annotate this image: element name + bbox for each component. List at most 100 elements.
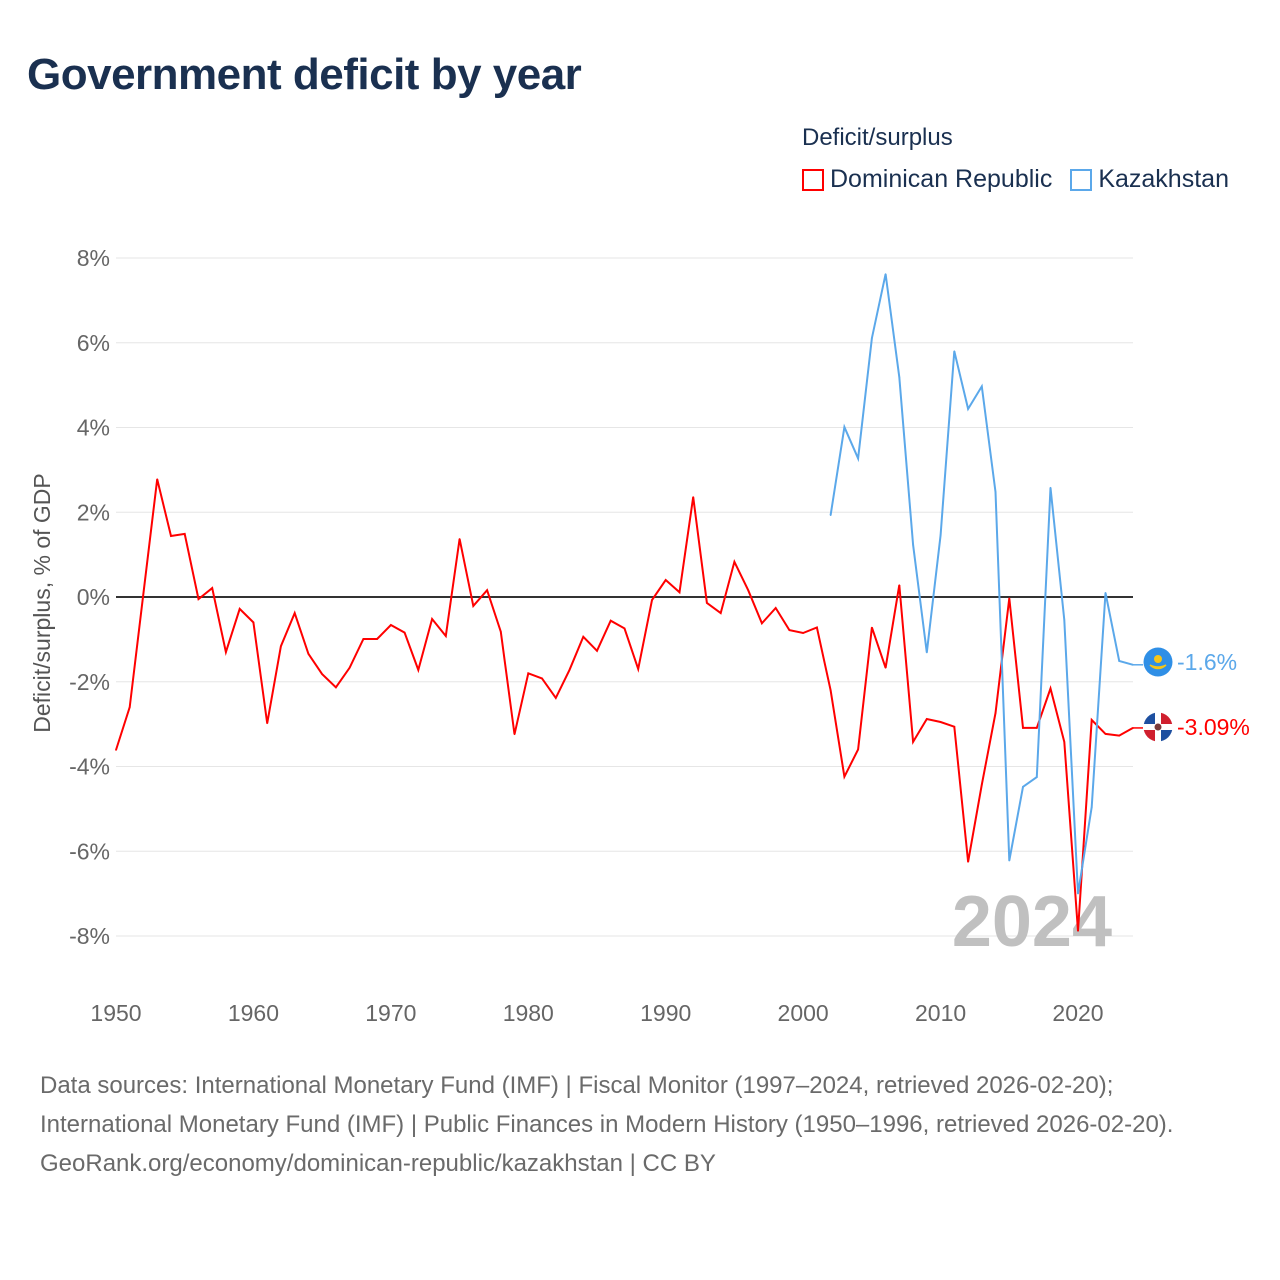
data-point-dominican-republic <box>637 668 640 670</box>
data-point-dominican-republic <box>527 672 530 675</box>
data-point-dominican-republic <box>829 689 832 692</box>
data-point-dominican-republic <box>238 608 241 610</box>
data-point-dominican-republic <box>266 722 268 725</box>
data-point-kazakhstan <box>871 337 873 339</box>
x-tick-label: 2010 <box>915 1000 966 1026</box>
legend-swatch <box>1070 168 1093 191</box>
legend-title: Deficit/surplus <box>802 124 953 151</box>
data-point-dominican-republic <box>967 861 969 863</box>
data-point-dominican-republic <box>898 584 901 586</box>
data-point-dominican-republic <box>225 651 227 653</box>
data-point-dominican-republic <box>390 624 392 626</box>
dominican-republic-flag-icon <box>1143 712 1173 742</box>
data-point-kazakhstan <box>926 651 928 654</box>
data-point-kazakhstan <box>1118 660 1121 662</box>
data-point-kazakhstan <box>884 273 887 275</box>
y-tick-label: -2% <box>69 669 110 695</box>
data-point-dominican-republic <box>554 697 557 699</box>
data-point-dominican-republic <box>774 607 777 609</box>
data-point-kazakhstan <box>939 534 942 536</box>
y-tick-label: -4% <box>69 754 110 780</box>
y-tick-label: -8% <box>69 923 110 949</box>
data-point-dominican-republic <box>1008 597 1011 600</box>
data-point-dominican-republic <box>376 638 378 640</box>
data-point-kazakhstan <box>912 544 914 546</box>
data-point-dominican-republic <box>706 602 708 604</box>
y-axis-label: Deficit/surplus, % of GDP <box>29 473 55 732</box>
data-point-dominican-republic <box>609 619 612 622</box>
data-point-kazakhstan <box>1132 664 1134 666</box>
data-point-dominican-republic <box>293 612 296 614</box>
legend-item-kazakhstan[interactable]: Kazakhstan <box>1070 165 1229 194</box>
credit-link[interactable]: GeoRank.org/economy/dominican-republic/k… <box>40 1150 716 1177</box>
data-point-dominican-republic <box>623 627 626 630</box>
line-chart: 8% 6% 4% 2% 0% -2% -4% -6% -8% 1950 1960 1970 1980 19… <box>29 245 1250 1026</box>
data-point-kazakhstan <box>1049 486 1052 489</box>
data-point-dominican-republic <box>568 669 571 671</box>
data-point-dominican-republic <box>981 783 983 786</box>
data-sources: Data sources: International Monetary Fun… <box>40 1072 1174 1138</box>
y-tick-label: 2% <box>77 499 110 525</box>
data-point-kazakhstan <box>981 385 983 388</box>
data-point-dominican-republic <box>458 538 461 540</box>
data-point-dominican-republic <box>541 677 543 680</box>
y-tick-label: 6% <box>77 330 110 356</box>
data-point-kazakhstan <box>1008 859 1011 862</box>
data-point-dominican-republic <box>115 749 117 751</box>
data-point-kazakhstan <box>953 350 956 353</box>
data-point-dominican-republic <box>211 587 213 589</box>
data-point-dominican-republic <box>280 645 282 647</box>
series-line-dominican-republic <box>115 478 1134 931</box>
data-point-dominican-republic <box>128 706 131 708</box>
data-point-dominican-republic <box>1132 727 1134 729</box>
data-point-kazakhstan <box>898 376 901 378</box>
x-tick-label: 1950 <box>90 1000 141 1026</box>
data-point-dominican-republic <box>431 618 433 620</box>
data-point-kazakhstan <box>967 408 969 410</box>
data-point-dominican-republic <box>678 591 681 594</box>
data-point-kazakhstan <box>1063 619 1066 621</box>
data-point-dominican-republic <box>953 725 956 728</box>
data-point-dominican-republic <box>1118 734 1121 737</box>
data-point-dominican-republic <box>747 589 749 592</box>
legend-item-dominican-republic[interactable]: Dominican Republic <box>802 165 1052 194</box>
series-line-kazakhstan <box>829 273 1134 894</box>
end-label-kazakhstan: -1.6% <box>1177 649 1237 675</box>
data-point-kazakhstan <box>1022 786 1024 788</box>
legend-label: Kazakhstan <box>1098 165 1229 193</box>
x-tick-label: 1970 <box>365 1000 416 1026</box>
data-point-dominican-republic <box>445 635 447 637</box>
data-point-dominican-republic <box>788 629 791 631</box>
data-point-dominican-republic <box>183 533 186 535</box>
data-point-dominican-republic <box>170 535 172 537</box>
data-point-dominican-republic <box>596 650 598 652</box>
data-point-dominican-republic <box>307 652 310 655</box>
data-point-dominican-republic <box>1022 727 1024 729</box>
legend-label: Dominican Republic <box>830 165 1053 193</box>
data-point-kazakhstan <box>843 426 846 428</box>
data-point-dominican-republic <box>1063 741 1066 743</box>
legend: Dominican Republic Kazakhstan <box>802 165 1229 194</box>
data-point-dominican-republic <box>802 632 804 634</box>
grid: 8% 6% 4% 2% 0% -2% -4% -6% -8% 1950 1960 1970 1980 19… <box>69 245 1133 1026</box>
x-tick-label: 2000 <box>778 1000 829 1026</box>
data-point-dominican-republic <box>472 605 475 607</box>
data-point-dominican-republic <box>884 666 887 669</box>
data-point-dominican-republic <box>912 741 914 743</box>
data-point-dominican-republic <box>348 666 351 669</box>
data-point-dominican-republic <box>1049 687 1052 690</box>
end-markers: -1.6% -3.09% <box>1143 647 1250 742</box>
data-point-dominican-republic <box>513 733 516 736</box>
data-point-dominican-republic <box>926 718 928 720</box>
data-point-dominican-republic <box>719 612 722 614</box>
data-point-dominican-republic <box>156 478 159 480</box>
data-point-dominican-republic <box>252 621 255 624</box>
data-point-dominican-republic <box>362 638 365 640</box>
data-point-dominican-republic <box>651 599 653 601</box>
data-point-dominican-republic <box>664 579 667 581</box>
data-point-dominican-republic <box>1077 930 1079 932</box>
data-point-dominican-republic <box>142 591 145 594</box>
x-tick-label: 1960 <box>228 1000 279 1026</box>
data-point-dominican-republic <box>843 775 846 778</box>
data-point-dominican-republic <box>582 636 585 638</box>
